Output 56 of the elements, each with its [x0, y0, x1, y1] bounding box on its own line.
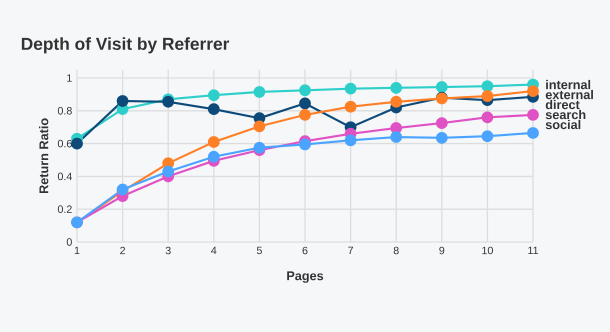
- point: [344, 82, 356, 95]
- point: [208, 89, 220, 102]
- point: [254, 142, 266, 154]
- x-axis-title: Pages: [287, 271, 324, 283]
- series-label: external: [546, 90, 593, 100]
- point: [71, 138, 83, 150]
- point: [208, 136, 220, 148]
- x-tick-label: 6: [302, 246, 308, 254]
- point: [299, 109, 311, 121]
- y-axis-title: Return Ratio: [39, 118, 48, 194]
- y-tick-label: 1: [67, 74, 72, 82]
- point: [254, 120, 266, 132]
- series-label: internal: [546, 80, 590, 90]
- x-tick-label: 11: [528, 246, 538, 254]
- point: [390, 96, 402, 108]
- y-tick-label: 0.2: [58, 205, 72, 213]
- point: [299, 98, 311, 110]
- x-tick-label: 9: [439, 246, 444, 254]
- point: [208, 103, 220, 116]
- point: [436, 81, 448, 93]
- point: [436, 132, 448, 144]
- point: [344, 100, 356, 113]
- point: [527, 85, 539, 97]
- y-tick-label: 0.8: [58, 107, 72, 115]
- point: [482, 80, 494, 92]
- x-tick-label: 8: [394, 246, 399, 254]
- y-tick-label: 0: [66, 238, 72, 246]
- x-tick-label: 1: [74, 246, 80, 254]
- point: [390, 131, 402, 143]
- point: [390, 82, 402, 94]
- series-label: search: [546, 110, 586, 120]
- point: [299, 138, 311, 150]
- point: [299, 84, 311, 96]
- point: [436, 117, 448, 129]
- x-tick-label: 2: [120, 246, 126, 254]
- point: [527, 109, 539, 121]
- point: [527, 127, 539, 139]
- point: [116, 95, 128, 107]
- point: [344, 134, 356, 146]
- series-label: social: [546, 120, 580, 130]
- point: [482, 90, 494, 102]
- point: [482, 111, 494, 124]
- y-tick-label: 0.4: [58, 172, 72, 180]
- chart-title: Depth of Visit by Referrer: [22, 37, 230, 54]
- x-tick-label: 3: [166, 246, 171, 254]
- point: [390, 122, 402, 134]
- x-tick-label: 5: [256, 246, 262, 254]
- point: [254, 86, 266, 98]
- series-label: direct: [546, 100, 580, 110]
- x-tick-label: 4: [211, 246, 216, 254]
- x-tick-label: 10: [482, 246, 493, 254]
- point: [482, 130, 494, 142]
- point: [208, 150, 220, 163]
- point: [162, 166, 174, 178]
- point: [162, 96, 174, 108]
- x-tick-label: 7: [348, 246, 354, 254]
